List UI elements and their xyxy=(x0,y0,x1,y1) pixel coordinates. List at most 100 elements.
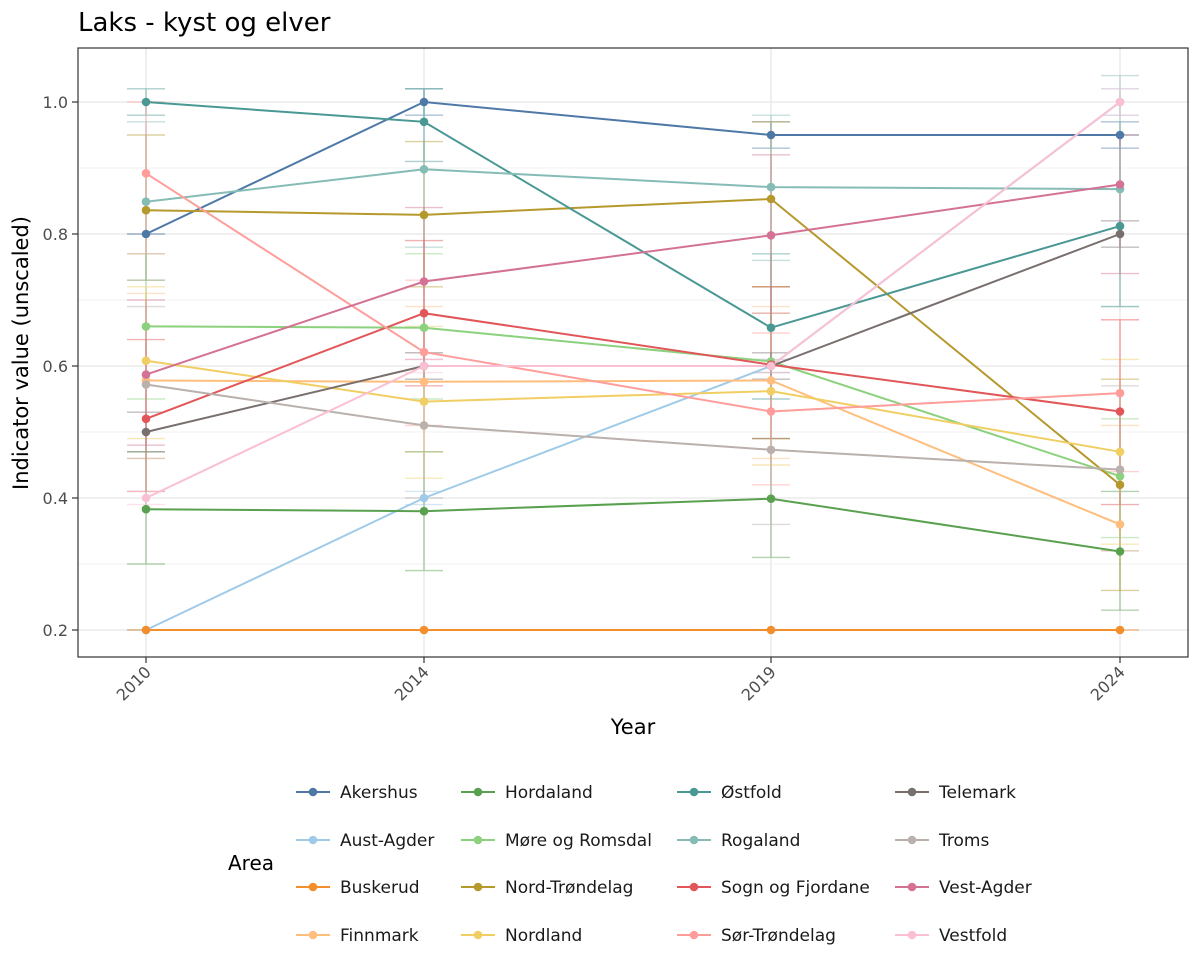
legend-item: Aust-Agder xyxy=(296,831,434,851)
series-line xyxy=(145,497,1121,553)
data-point xyxy=(1115,547,1125,556)
legend-item: Hordaland xyxy=(461,783,593,803)
plot-panel-border xyxy=(77,47,1189,658)
data-point xyxy=(1115,229,1125,239)
series-lines xyxy=(145,100,1121,631)
data-point xyxy=(766,407,776,416)
data-point xyxy=(141,322,151,331)
legend-label: Troms xyxy=(938,831,989,851)
legend-item: Vest-Agder xyxy=(895,878,1032,898)
data-point xyxy=(766,194,776,204)
data-point xyxy=(419,277,429,286)
series-line xyxy=(145,183,1121,376)
data-point xyxy=(1115,221,1125,231)
legend-item: Nord-Trøndelag xyxy=(461,878,633,898)
legend-label: Buskerud xyxy=(340,878,420,898)
series-line xyxy=(145,197,1121,486)
data-point xyxy=(141,205,151,215)
data-point xyxy=(419,361,429,371)
series-line xyxy=(145,312,1121,420)
data-point xyxy=(766,494,776,504)
legend-label: Rogaland xyxy=(721,831,800,851)
series-line xyxy=(145,101,1121,329)
legend-key-point xyxy=(308,930,318,940)
legend-key-point xyxy=(473,787,483,797)
legend-key-point xyxy=(907,835,917,845)
legend-key-point xyxy=(308,835,318,845)
data-point xyxy=(419,117,429,127)
data-point xyxy=(419,308,429,318)
data-point xyxy=(1115,180,1125,189)
data-point xyxy=(141,414,151,424)
y-tick-label: 0.4 xyxy=(43,489,68,508)
data-point xyxy=(419,625,429,635)
data-point xyxy=(419,165,429,174)
legend-key-point xyxy=(689,930,699,940)
legend-label: Vestfold xyxy=(939,926,1007,946)
legend-title: Area xyxy=(228,851,274,875)
legend-label: Finnmark xyxy=(340,926,419,946)
legend-label: Telemark xyxy=(938,783,1016,803)
legend-label: Akershus xyxy=(340,783,418,803)
legend-label: Hordaland xyxy=(505,783,593,803)
legend-label: Nord-Trøndelag xyxy=(505,878,633,898)
legend-key-point xyxy=(473,882,483,892)
legend-key-point xyxy=(907,882,917,892)
legend: Akershus Aust-Agder Buskerud Finnmark Hordal… xyxy=(296,783,1032,946)
legend-label: Vest-Agder xyxy=(939,878,1032,898)
data-point xyxy=(419,97,429,107)
legend-key-point xyxy=(689,835,699,845)
legend-item: Nordland xyxy=(461,926,582,946)
data-point xyxy=(419,493,429,503)
y-tick-label: 1.0 xyxy=(43,93,68,112)
y-axis-title: Indicator value (unscaled) xyxy=(9,216,33,490)
data-point xyxy=(766,625,776,635)
legend-item: Telemark xyxy=(895,783,1016,803)
data-point xyxy=(141,380,151,389)
data-point xyxy=(141,169,151,178)
y-tick-label: 0.8 xyxy=(43,225,68,244)
legend-label: Sør-Trøndelag xyxy=(721,926,836,946)
data-point xyxy=(419,210,429,220)
legend-label: Sogn og Fjordane xyxy=(721,878,870,898)
series-line xyxy=(145,100,1120,235)
data-point xyxy=(766,130,776,140)
legend-item: Vestfold xyxy=(895,926,1007,946)
data-point xyxy=(419,323,429,333)
legend-item: Finnmark xyxy=(296,926,419,946)
data-point xyxy=(419,506,429,516)
data-point xyxy=(141,197,151,206)
legend-label: Nordland xyxy=(505,926,582,946)
data-point xyxy=(1115,471,1125,481)
legend-item: Sogn og Fjordane xyxy=(677,878,870,898)
series-points xyxy=(141,97,1125,635)
data-point xyxy=(766,445,776,455)
data-point xyxy=(141,356,151,366)
y-axis: 0.2 0.4 0.6 0.8 1.0 xyxy=(43,93,78,640)
series-line xyxy=(145,383,1121,471)
legend-item: Buskerud xyxy=(296,878,420,898)
data-point xyxy=(766,376,776,385)
legend-key-point xyxy=(308,882,318,892)
data-point xyxy=(1115,465,1125,474)
data-point xyxy=(1115,407,1125,416)
legend-key-point xyxy=(689,882,699,892)
legend-item: Rogaland xyxy=(677,831,800,851)
data-point xyxy=(1115,625,1125,635)
data-point xyxy=(1115,130,1125,140)
data-point xyxy=(1115,480,1125,490)
data-point xyxy=(766,231,776,240)
data-point xyxy=(766,323,776,333)
data-point xyxy=(1115,447,1125,457)
data-point xyxy=(419,397,429,406)
data-point xyxy=(141,97,151,107)
data-point xyxy=(419,347,429,357)
data-point xyxy=(1115,520,1125,529)
legend-item: Akershus xyxy=(296,783,418,803)
series-line xyxy=(145,168,1121,203)
legend-label: Aust-Agder xyxy=(340,831,434,851)
data-point xyxy=(1115,97,1125,107)
data-point xyxy=(141,493,151,503)
